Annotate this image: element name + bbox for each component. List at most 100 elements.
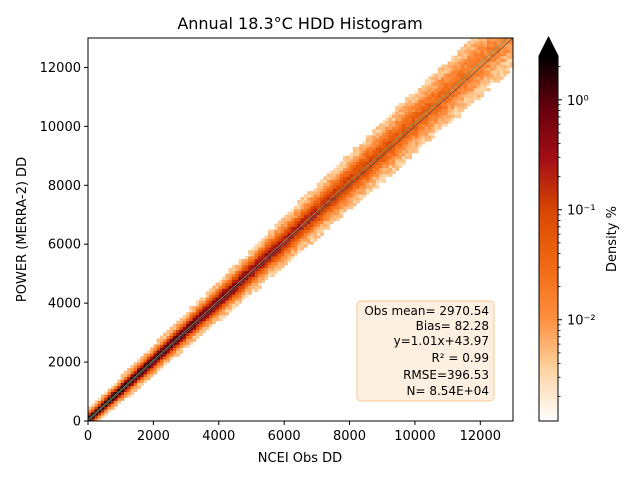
density-cell — [375, 147, 380, 151]
density-cell — [483, 49, 488, 54]
density-cell — [271, 232, 275, 236]
density-cell — [369, 152, 373, 157]
density-cell — [496, 40, 501, 45]
density-cell — [202, 303, 207, 307]
density-cell — [320, 232, 324, 236]
density-cell — [195, 300, 200, 304]
density-cell — [215, 309, 220, 313]
colorbar-tick-label: 10⁻¹ — [567, 204, 596, 219]
density-cell — [473, 40, 478, 45]
density-cell — [238, 270, 243, 275]
density-cell — [303, 217, 308, 222]
density-cell — [343, 158, 347, 163]
density-cell — [444, 82, 449, 86]
density-cell — [228, 300, 233, 304]
density-cell — [486, 52, 491, 57]
density-cell — [254, 279, 259, 283]
density-cell — [326, 200, 331, 204]
density-cell — [267, 241, 272, 245]
density-cell — [490, 67, 494, 71]
density-cell — [222, 306, 226, 310]
density-cell — [316, 185, 321, 189]
density-cell — [313, 197, 318, 201]
density-cell — [382, 179, 386, 183]
density-cell — [163, 344, 167, 348]
density-cell — [179, 350, 184, 354]
density-cell — [251, 258, 256, 263]
density-cell — [215, 311, 220, 316]
density-cell — [297, 238, 301, 242]
density-cell — [159, 335, 164, 339]
density-cell — [362, 167, 367, 171]
density-cell — [323, 217, 328, 222]
density-cell — [143, 365, 148, 369]
density-cell — [284, 258, 288, 263]
density-cell — [463, 43, 468, 48]
density-cell — [437, 82, 442, 86]
density-cell — [414, 111, 419, 115]
density-cell — [441, 70, 445, 74]
density-cell — [444, 120, 449, 124]
density-cell — [231, 306, 236, 310]
density-cell — [244, 294, 249, 298]
density-cell — [297, 241, 301, 245]
density-cell — [287, 223, 292, 227]
density-cell — [310, 194, 314, 198]
density-cell — [231, 282, 236, 286]
density-cell — [359, 194, 364, 198]
density-cell — [287, 253, 292, 257]
density-cell — [467, 61, 471, 65]
density-cell — [163, 335, 167, 339]
density-cell — [493, 70, 498, 74]
density-cell — [313, 238, 318, 242]
density-cell — [378, 158, 383, 163]
density-cell — [166, 344, 171, 348]
density-cell — [457, 82, 462, 86]
density-cell — [398, 129, 403, 133]
density-cell — [179, 338, 184, 342]
density-cell — [166, 356, 171, 360]
density-cell — [428, 108, 432, 113]
density-cell — [349, 155, 354, 160]
density-cell — [254, 276, 259, 280]
density-cell — [490, 58, 494, 62]
stat-bias: Bias= 82.28 — [416, 319, 489, 333]
density-cell — [241, 294, 246, 298]
density-cell — [248, 264, 252, 269]
density-cell — [493, 40, 498, 45]
density-cell — [293, 235, 298, 239]
density-cell — [395, 147, 399, 151]
density-cell — [231, 273, 236, 278]
density-cell — [385, 155, 390, 160]
density-cell — [434, 91, 439, 95]
density-cell — [274, 238, 279, 242]
density-cell — [486, 82, 491, 86]
density-cell — [483, 52, 488, 57]
density-cell — [235, 264, 239, 269]
density-cell — [110, 385, 115, 389]
density-cell — [254, 285, 259, 289]
density-cell — [280, 238, 285, 242]
density-cell — [186, 311, 190, 316]
density-cell — [290, 220, 295, 225]
density-cell — [202, 326, 207, 331]
density-cell — [506, 52, 511, 57]
density-cell — [143, 353, 148, 357]
density-cell — [297, 220, 301, 225]
density-cell — [362, 147, 367, 151]
density-cell — [434, 73, 439, 77]
density-cell — [349, 202, 354, 207]
density-cell — [231, 291, 236, 295]
density-cell — [408, 108, 413, 113]
density-cell — [153, 370, 158, 375]
density-cell — [375, 170, 380, 174]
density-cell — [307, 241, 311, 245]
density-cell — [127, 373, 131, 378]
density-cell — [130, 367, 135, 372]
density-cell — [375, 144, 380, 148]
density-cell — [431, 91, 435, 95]
density-cell — [441, 82, 445, 86]
density-cell — [499, 76, 504, 80]
x-tick-label: 10000 — [394, 429, 435, 444]
density-cell — [343, 185, 347, 189]
